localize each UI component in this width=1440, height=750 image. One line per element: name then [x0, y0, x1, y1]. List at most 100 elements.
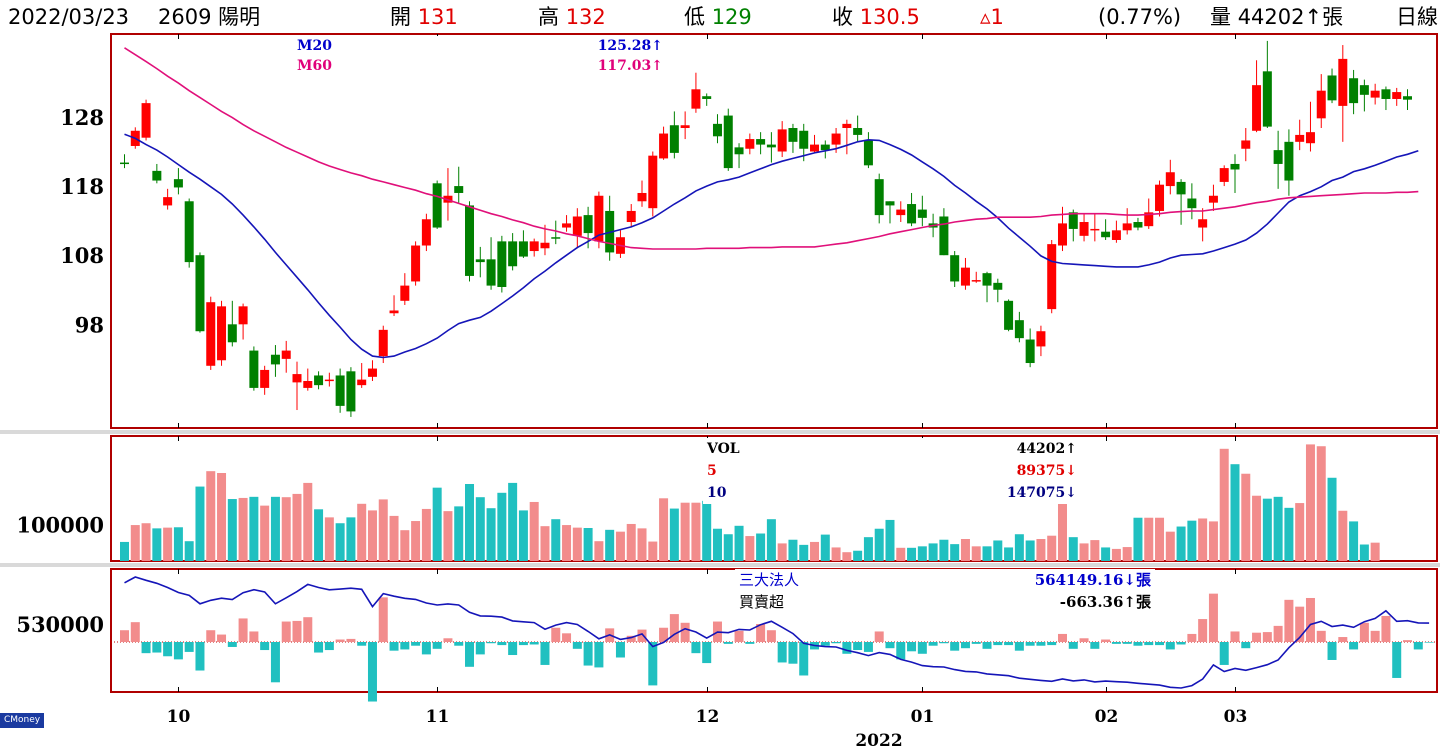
net-bar	[659, 627, 669, 642]
net-bar	[238, 618, 248, 642]
candle-body	[885, 201, 895, 206]
volume-bar	[723, 534, 733, 561]
net-bar	[777, 642, 787, 663]
candle-body	[874, 179, 884, 216]
candle-body	[1316, 90, 1326, 119]
candle-body	[518, 241, 528, 257]
net-bar	[378, 597, 388, 642]
candle-body	[659, 133, 669, 159]
candle-body	[583, 215, 593, 234]
candle-body	[1155, 184, 1165, 211]
net-bar	[1025, 642, 1035, 646]
volume-bar	[195, 486, 205, 561]
candle-body	[907, 204, 917, 224]
candle-body	[1392, 92, 1402, 99]
volume-bar	[626, 523, 636, 561]
candle-body	[788, 128, 798, 142]
candle-body	[1101, 231, 1111, 238]
volume-bar	[378, 499, 388, 561]
net-bar	[950, 642, 960, 651]
volume-bar	[1165, 531, 1175, 561]
volume-bar	[497, 492, 507, 561]
volume-bar	[1176, 526, 1186, 561]
net-bar	[1219, 642, 1229, 665]
candle-body	[712, 123, 722, 137]
volume-bar	[1025, 540, 1035, 561]
net-bar	[1004, 642, 1014, 646]
volume-bar	[1230, 464, 1240, 561]
net-bar	[1187, 633, 1197, 642]
volume-bar	[1208, 521, 1218, 561]
date-label: 2022/03/23	[8, 5, 130, 29]
holdings-line	[124, 576, 1430, 689]
volume-bar	[411, 521, 421, 561]
candle-body	[831, 133, 841, 145]
candle-body	[1090, 228, 1100, 231]
volume-bar	[260, 505, 270, 561]
volume-bar	[939, 539, 949, 561]
volume-bar	[1101, 547, 1111, 561]
candle-body	[1004, 300, 1014, 330]
net-bar	[217, 634, 227, 642]
cmoney-logo: CMoney	[0, 713, 44, 728]
period-button[interactable]: 日線	[1396, 5, 1438, 29]
candle-body	[357, 379, 367, 386]
close-quote: 收 130.5	[832, 0, 920, 34]
volume-bar	[659, 498, 669, 561]
net-bar	[907, 642, 917, 652]
net-bar	[163, 642, 173, 657]
volume-bar	[518, 510, 528, 561]
net-bar	[971, 642, 981, 644]
net-bar	[130, 622, 140, 642]
volume-bar	[346, 517, 356, 561]
candle-body	[702, 96, 712, 99]
volume-bar	[562, 525, 572, 561]
candle-body	[863, 140, 873, 166]
legend-vol-value: 44202↑	[1016, 441, 1077, 457]
candle-body	[400, 285, 410, 301]
candle-body	[1230, 163, 1240, 170]
candle-body	[1068, 212, 1078, 229]
net-bar	[1327, 642, 1337, 660]
volume-bar	[324, 517, 334, 561]
candle-body	[1241, 140, 1251, 149]
candle-body	[238, 306, 248, 325]
net-bar	[928, 642, 938, 646]
net-bar	[551, 627, 561, 642]
volume-bar	[1252, 495, 1262, 561]
volume-bar	[648, 541, 658, 561]
volume-bar	[551, 519, 561, 561]
net-bar	[831, 642, 841, 644]
net-bar	[1165, 642, 1175, 650]
volume-bar	[540, 526, 550, 561]
net-bar	[788, 642, 798, 664]
net-bar	[982, 642, 992, 649]
net-bar	[734, 630, 744, 642]
candle-body	[335, 375, 345, 406]
candle-body	[1165, 172, 1175, 187]
candle-body	[853, 128, 863, 135]
volume-bar	[896, 547, 906, 561]
volume-bar	[971, 546, 981, 561]
volume-bar	[1295, 503, 1305, 561]
net-bar	[540, 642, 550, 665]
net-bar	[853, 642, 863, 651]
price-legend: M20 125.28↑ M60 117.03↑	[293, 36, 667, 78]
net-bar	[1305, 597, 1315, 642]
candle-body	[1359, 85, 1369, 95]
candle-body	[1338, 58, 1348, 106]
volume-bar	[615, 531, 625, 561]
candle-body	[152, 170, 162, 181]
candle-body	[1381, 89, 1391, 99]
candle-body	[1047, 244, 1057, 310]
net-bar	[1057, 633, 1067, 642]
volume-bar	[583, 528, 593, 561]
net-bar	[1122, 642, 1132, 644]
volume-bar	[680, 502, 690, 561]
candle-body	[454, 186, 464, 193]
volume-bar	[400, 530, 410, 561]
volume-bar	[227, 499, 237, 561]
volume-bar	[281, 497, 291, 561]
net-bar	[454, 642, 464, 646]
